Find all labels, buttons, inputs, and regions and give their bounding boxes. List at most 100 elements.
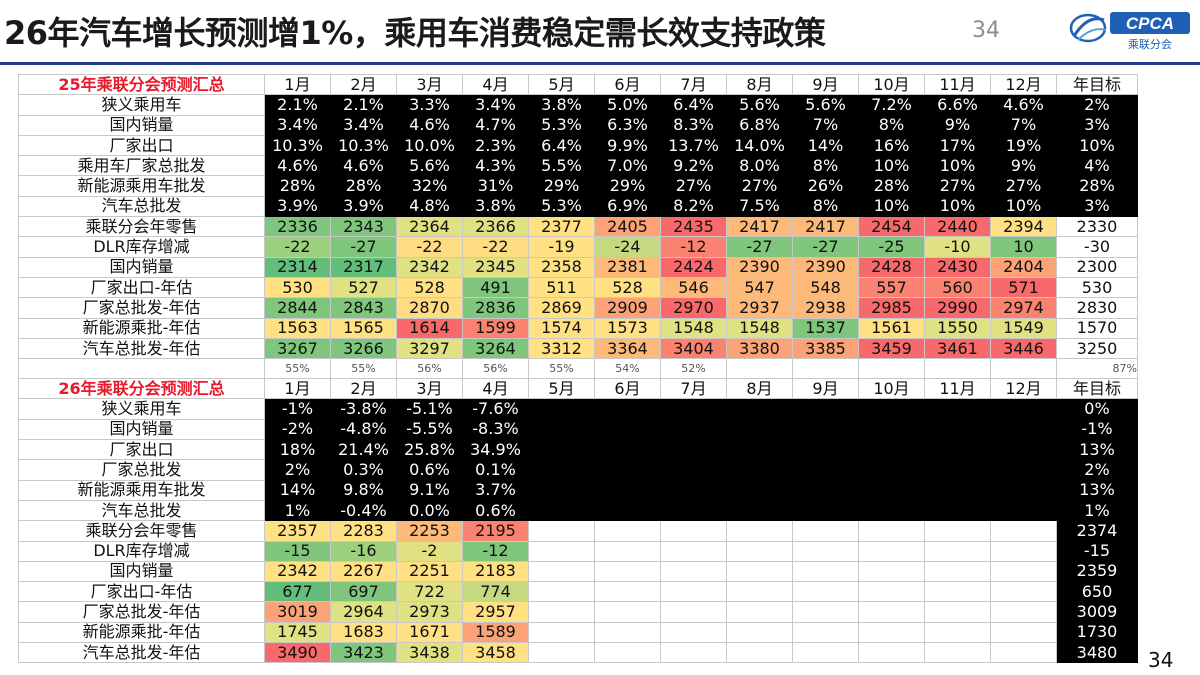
value-cell: 7.5%: [726, 195, 793, 218]
value-cell: 4.6%: [990, 94, 1057, 116]
value-cell: 2970: [660, 297, 727, 319]
value-cell: -25: [858, 236, 925, 258]
value-cell: 5.5%: [528, 155, 595, 177]
value-cell: 27%: [924, 175, 991, 197]
month-header: 11月: [924, 378, 991, 400]
value-cell: -12: [462, 540, 529, 562]
value-cell: 2390: [726, 256, 793, 278]
value-cell: [726, 621, 793, 644]
value-cell: 2957: [462, 601, 529, 623]
target-cell: 2%: [1056, 94, 1138, 116]
row-label: 新能源乘批-年估: [18, 621, 265, 644]
table-row: 乘联分会年零售 2357 2283 2253 2195 2374: [18, 520, 1138, 542]
row-label: 厂家出口-年估: [18, 276, 265, 299]
month-header: 7月: [660, 378, 727, 400]
value-cell: -5.1%: [396, 398, 463, 420]
value-cell: 16%: [858, 134, 925, 157]
percent-cell-target: 87%: [1056, 358, 1138, 380]
row-label: 国内销量: [18, 560, 265, 583]
table-row: DLR库存增减 -22 -27 -22 -22 -19 -24 -12 -27 -27 -25 -10…: [18, 236, 1138, 258]
value-cell: [528, 540, 595, 562]
value-cell: 5.6%: [792, 94, 859, 116]
value-cell: 1561: [858, 317, 925, 339]
value-cell: 6.3%: [594, 114, 661, 136]
row-label: 汽车总批发-年估: [18, 642, 265, 664]
value-cell: [594, 499, 661, 522]
value-cell: 3.9%: [330, 195, 397, 218]
target-cell: 2374: [1056, 520, 1138, 542]
value-cell: 2985: [858, 297, 925, 319]
value-cell: 3458: [462, 642, 529, 664]
value-cell: [660, 479, 727, 501]
value-cell: [660, 621, 727, 644]
row-label: 汽车总批发: [18, 195, 265, 218]
value-cell: 5.0%: [594, 94, 661, 116]
target-cell: 2300: [1056, 256, 1138, 278]
row-label: 国内销量: [18, 256, 265, 278]
value-cell: [594, 621, 661, 644]
value-cell: 3490: [264, 642, 331, 664]
target-cell: 1570: [1056, 317, 1138, 339]
value-cell: 18%: [264, 439, 331, 461]
title-divider: [0, 62, 1200, 65]
table-2025-header-row: 25年乘联分会预测汇总 1月 2月 3月 4月 5月 6月 7月 8月 9月 1…: [18, 73, 1138, 96]
row-label: 厂家总批发-年估: [18, 297, 265, 319]
value-cell: [528, 581, 595, 603]
value-cell: 8.0%: [726, 155, 793, 177]
value-cell: 2424: [660, 256, 727, 278]
row-label: 乘联分会年零售: [18, 520, 265, 542]
table-2026-header-row: 26年乘联分会预测汇总 1月 2月 3月 4月 5月 6月 7月 8月 9月 1…: [18, 378, 1138, 400]
value-cell: 7.2%: [858, 94, 925, 116]
value-cell: 547: [726, 276, 793, 299]
table-row: 新能源乘用车批发 14% 9.8% 9.1% 3.7% 13%: [18, 479, 1138, 501]
value-cell: 9%: [924, 114, 991, 136]
value-cell: 1548: [660, 317, 727, 339]
table-row: 汽车总批发-年估 3267 3266 3297 3264 3312 3364 3404 3380…: [18, 337, 1138, 360]
row-label: DLR库存增减: [18, 540, 265, 562]
value-cell: 3364: [594, 337, 661, 360]
value-cell: [726, 520, 793, 542]
table-row: 乘用车厂家总批发 4.6% 4.6% 5.6% 4.3% 5.5% 7.0% 9.2% 8.0%…: [18, 155, 1138, 177]
value-cell: 10%: [990, 195, 1057, 218]
month-header: 2月: [330, 378, 397, 400]
value-cell: [792, 540, 859, 562]
value-cell: 3267: [264, 337, 331, 360]
value-cell: [660, 601, 727, 623]
value-cell: 1537: [792, 317, 859, 339]
value-cell: 2336: [264, 216, 331, 238]
target-cell: 3250: [1056, 337, 1138, 360]
percent-cell: 56%: [396, 358, 463, 380]
value-cell: 0.6%: [396, 459, 463, 481]
row-label: 汽车总批发-年估: [18, 337, 265, 360]
value-cell: [792, 459, 859, 481]
value-cell: [990, 601, 1057, 623]
value-cell: 546: [660, 276, 727, 299]
month-header: 1月: [264, 378, 331, 400]
value-cell: 5.3%: [528, 195, 595, 218]
percent-cell: 52%: [660, 358, 727, 380]
value-cell: [660, 540, 727, 562]
percent-cell: 55%: [264, 358, 331, 380]
month-header: 3月: [396, 73, 463, 96]
value-cell: 4.6%: [396, 114, 463, 136]
table-2025-body: 狭义乘用车 2.1% 2.1% 3.3% 3.4% 3.8% 5.0% 6.4% 5.6% 5.6…: [18, 94, 1138, 360]
value-cell: 0.0%: [396, 499, 463, 522]
target-cell: 3%: [1056, 114, 1138, 136]
value-cell: 4.3%: [462, 155, 529, 177]
value-cell: 5.3%: [528, 114, 595, 136]
target-cell: 2%: [1056, 459, 1138, 481]
value-cell: 27%: [660, 175, 727, 197]
table-row: 国内销量 -2% -4.8% -5.5% -8.3% -1%: [18, 418, 1138, 441]
value-cell: 1614: [396, 317, 463, 339]
target-cell: -1%: [1056, 418, 1138, 441]
value-cell: [990, 581, 1057, 603]
value-cell: 5.6%: [396, 155, 463, 177]
value-cell: [792, 642, 859, 664]
row-label: 新能源乘用车批发: [18, 479, 265, 501]
value-cell: [594, 398, 661, 420]
table-row: DLR库存增减 -15 -16 -2 -12 -15: [18, 540, 1138, 562]
value-cell: -8.3%: [462, 418, 529, 441]
value-cell: 2417: [792, 216, 859, 238]
value-cell: [726, 560, 793, 583]
target-cell: 28%: [1056, 175, 1138, 197]
